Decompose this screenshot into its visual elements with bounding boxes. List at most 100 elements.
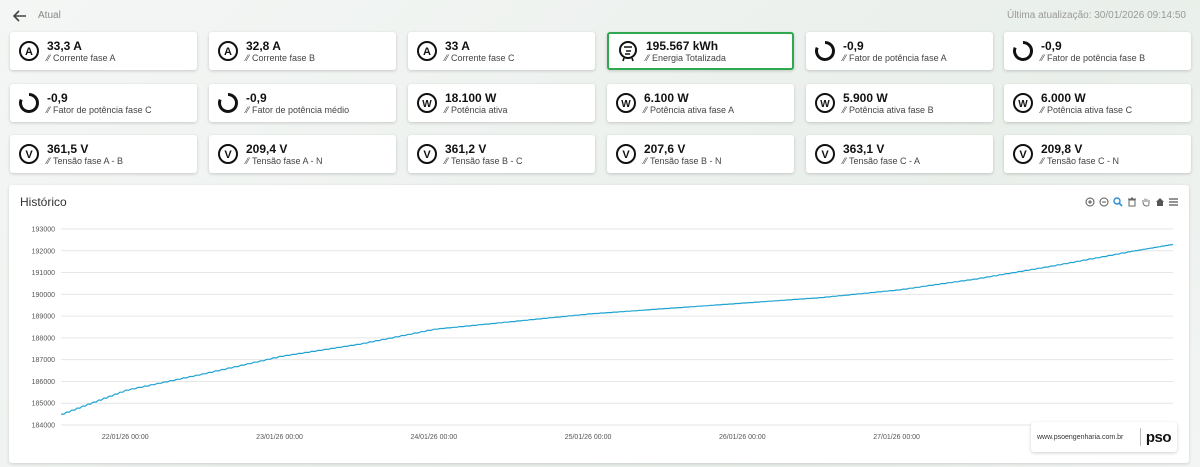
svg-text:W: W bbox=[820, 99, 830, 110]
trend-mini-icon: ⁄⁄ bbox=[843, 52, 847, 63]
trend-mini-icon: ⁄⁄ bbox=[1041, 104, 1045, 115]
metric-card[interactable]: W 18.100 W ⁄⁄ Potência ativa bbox=[408, 84, 595, 122]
top-bar: Atual Última atualização: 30/01/2026 09:… bbox=[0, 0, 1200, 30]
ampere-icon: A bbox=[415, 39, 439, 63]
svg-text:A: A bbox=[224, 46, 232, 58]
ampere-icon: A bbox=[216, 39, 240, 63]
metric-label: Fator de potência fase B bbox=[1047, 52, 1146, 63]
metric-label: Fator de potência fase A bbox=[849, 52, 947, 63]
metric-card[interactable]: -0,9 ⁄⁄ Fator de potência fase B bbox=[1004, 32, 1191, 70]
metric-label: Corrente fase B bbox=[252, 52, 316, 63]
metric-value: 363,1 V bbox=[843, 141, 885, 156]
pan-hand-icon[interactable] bbox=[1140, 196, 1151, 207]
power-factor-gauge-icon bbox=[1011, 39, 1035, 63]
metric-value: -0,9 bbox=[843, 38, 864, 53]
metric-card[interactable]: V 361,2 V ⁄⁄ Tensão fase B - C bbox=[408, 135, 595, 173]
metric-card[interactable]: V 207,6 V ⁄⁄ Tensão fase B - N bbox=[607, 135, 794, 173]
brand-url[interactable]: www.psoengenharia.com.br bbox=[1037, 433, 1124, 441]
volt-icon: V bbox=[17, 142, 41, 166]
zoom-in-icon[interactable] bbox=[1084, 196, 1095, 207]
energy-series-line bbox=[61, 243, 1174, 415]
metric-label: Potência ativa fase A bbox=[650, 104, 735, 115]
home-reset-icon[interactable] bbox=[1154, 196, 1165, 207]
svg-text:V: V bbox=[224, 149, 232, 161]
metric-card[interactable]: V 361,5 V ⁄⁄ Tensão fase A - B bbox=[10, 135, 197, 173]
trend-mini-icon: ⁄⁄ bbox=[843, 104, 847, 115]
trash-icon[interactable] bbox=[1126, 196, 1137, 207]
trend-mini-icon: ⁄⁄ bbox=[1041, 155, 1045, 166]
metric-card[interactable]: W 6.000 W ⁄⁄ Potência ativa fase C bbox=[1004, 84, 1191, 122]
x-tick-label: 22/01/26 00:00 bbox=[102, 434, 149, 441]
volt-icon: V bbox=[216, 142, 240, 166]
x-tick-label: 25/01/26 00:00 bbox=[565, 434, 612, 441]
brand-logo: pso bbox=[1145, 428, 1172, 446]
svg-text:V: V bbox=[25, 149, 33, 161]
metric-card[interactable]: -0,9 ⁄⁄ Fator de potência fase A bbox=[806, 32, 993, 70]
energy-meter-icon bbox=[616, 39, 640, 63]
x-tick-label: 27/01/26 00:00 bbox=[873, 434, 920, 441]
metric-value: 361,5 V bbox=[47, 141, 89, 156]
metric-card[interactable]: -0,9 ⁄⁄ Fator de potência fase C bbox=[10, 84, 197, 122]
volt-icon: V bbox=[614, 142, 638, 166]
svg-text:A: A bbox=[25, 46, 33, 58]
metric-card[interactable]: A 32,8 A ⁄⁄ Corrente fase B bbox=[209, 32, 396, 70]
metric-value: 33,3 A bbox=[47, 38, 82, 53]
y-tick-label: 188000 bbox=[32, 335, 55, 342]
y-tick-label: 193000 bbox=[32, 227, 55, 234]
watt-icon: W bbox=[1011, 91, 1035, 115]
watt-icon: W bbox=[813, 91, 837, 115]
metric-value: 32,8 A bbox=[246, 38, 281, 53]
chart-toolbar bbox=[1084, 196, 1179, 207]
trend-mini-icon: ⁄⁄ bbox=[644, 104, 648, 115]
metric-card[interactable]: A 33 A ⁄⁄ Corrente fase C bbox=[408, 32, 595, 70]
watt-icon: W bbox=[614, 91, 638, 115]
magnifier-zoom-icon[interactable] bbox=[1112, 196, 1123, 207]
svg-text:V: V bbox=[821, 149, 829, 161]
chart-title: Histórico bbox=[20, 195, 67, 209]
metric-label: Tensão fase A - B bbox=[53, 155, 124, 166]
menu-icon[interactable] bbox=[1168, 196, 1179, 207]
metric-label: Energia Totalizada bbox=[652, 52, 726, 63]
svg-text:W: W bbox=[1018, 99, 1028, 110]
ampere-icon: A bbox=[17, 39, 41, 63]
back-arrow-icon[interactable] bbox=[10, 6, 30, 26]
metric-value: 209,4 V bbox=[246, 141, 288, 156]
metric-value: -0,9 bbox=[47, 90, 68, 105]
metric-card[interactable]: V 209,4 V ⁄⁄ Tensão fase A - N bbox=[209, 135, 396, 173]
metric-value: 6.000 W bbox=[1041, 90, 1086, 105]
metric-value: 18.100 W bbox=[445, 90, 497, 105]
last-update-timestamp: Última atualização: 30/01/2026 09:14:50 bbox=[1006, 10, 1186, 21]
trend-mini-icon: ⁄⁄ bbox=[246, 104, 250, 115]
svg-text:V: V bbox=[622, 149, 630, 161]
history-line-chart: 184000 185000 186000 187000 188000 189000 1900… bbox=[32, 227, 1174, 441]
y-tick-label: 190000 bbox=[32, 292, 55, 299]
y-tick-label: 192000 bbox=[32, 248, 55, 255]
trend-mini-icon: ⁄⁄ bbox=[246, 155, 250, 166]
metric-card[interactable]: W 5.900 W ⁄⁄ Potência ativa fase B bbox=[806, 84, 993, 122]
metric-card[interactable]: -0,9 ⁄⁄ Fator de potência médio bbox=[209, 84, 396, 122]
svg-text:A: A bbox=[423, 46, 431, 58]
y-tick-label: 189000 bbox=[32, 314, 55, 321]
metric-value: 33 A bbox=[445, 38, 470, 53]
metric-label: Potência ativa fase C bbox=[1047, 104, 1133, 115]
brand-badge: www.psoengenharia.com.br pso bbox=[1031, 422, 1177, 452]
trend-mini-icon: ⁄⁄ bbox=[47, 155, 51, 166]
metric-label: Tensão fase A - N bbox=[252, 155, 323, 166]
y-tick-label: 185000 bbox=[32, 401, 55, 408]
metric-label: Potência ativa fase B bbox=[849, 104, 934, 115]
zoom-out-icon[interactable] bbox=[1098, 196, 1109, 207]
metric-card[interactable]: A 33,3 A ⁄⁄ Corrente fase A bbox=[10, 32, 197, 70]
trend-mini-icon: ⁄⁄ bbox=[445, 155, 449, 166]
metric-label: Tensão fase B - N bbox=[650, 155, 722, 166]
metric-value: 195.567 kWh bbox=[646, 38, 719, 53]
metric-card[interactable]: 195.567 kWh ⁄⁄ Energia Totalizada bbox=[607, 32, 794, 70]
metric-value: 207,6 V bbox=[644, 141, 686, 156]
metric-card[interactable]: V 209,8 V ⁄⁄ Tensão fase C - N bbox=[1004, 135, 1191, 173]
metric-value: 361,2 V bbox=[445, 141, 487, 156]
metric-card[interactable]: W 6.100 W ⁄⁄ Potência ativa fase A bbox=[607, 84, 794, 122]
metric-label: Corrente fase A bbox=[53, 52, 116, 63]
x-tick-label: 24/01/26 00:00 bbox=[410, 434, 457, 441]
power-factor-gauge-icon bbox=[17, 91, 41, 115]
metric-card[interactable]: V 363,1 V ⁄⁄ Tensão fase C - A bbox=[806, 135, 993, 173]
svg-text:W: W bbox=[422, 99, 432, 110]
